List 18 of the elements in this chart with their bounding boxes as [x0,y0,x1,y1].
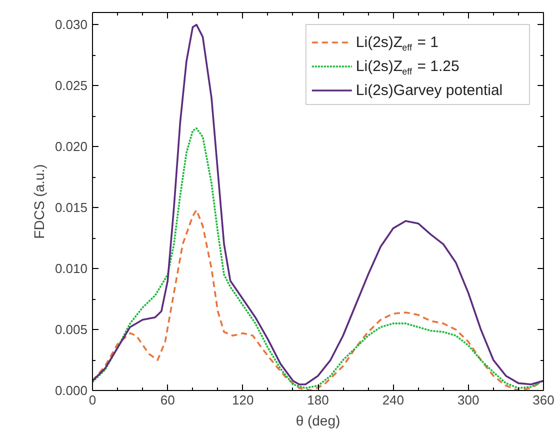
x-tick-label: 360 [532,392,554,408]
y-tick-label: 0.020 [54,139,88,154]
x-tick-label: 300 [457,392,480,408]
y-tick-label: 0.015 [54,200,88,216]
x-tick-label: 180 [307,392,329,408]
y-tick-label: 0.030 [54,17,88,32]
x-tick-label: 240 [382,392,404,408]
y-tick-label: 0.005 [54,322,88,338]
line-series [92,24,544,386]
x-tick-label: 120 [232,392,254,408]
x-tick-label: 60 [160,392,175,408]
y-tick-label: 0.000 [54,383,88,398]
y-tick-label: 0.025 [54,78,88,94]
x-tick-label: 0 [88,392,96,408]
legend-label: Li(2s)Garvey potential [356,82,503,99]
x-axis-title: θ (deg) [296,412,340,428]
y-axis-title: FDCS (a.u.) [30,164,47,239]
y-tick-label: 0.010 [54,261,88,276]
